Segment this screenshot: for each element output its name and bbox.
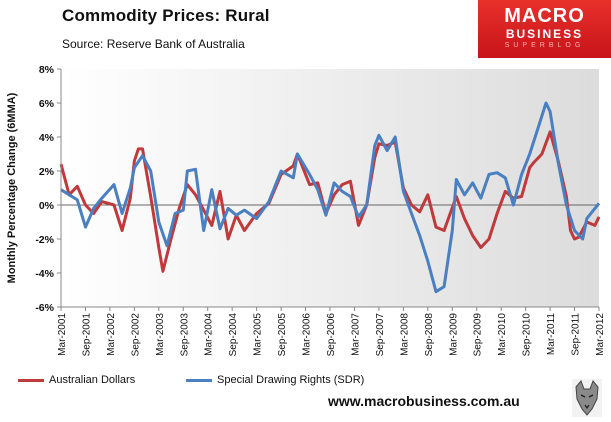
legend-item-aud: Australian Dollars (18, 374, 135, 386)
logo-line-2: BUSINESS (505, 27, 584, 41)
x-tick-label: Sep-2005 (277, 313, 288, 357)
chart-canvas: -6% -4% -2% 0% 2% 4% 6% 8% Mar-2001 Sep-2001 Mar-… (35, 64, 606, 357)
x-tick-label: Sep-2003 (179, 313, 190, 357)
series-line-aud (59, 130, 601, 273)
x-tick-label: Mar-2004 (204, 313, 215, 356)
x-tick-label: Mar-2008 (399, 313, 410, 356)
y-tick-label: 4% (39, 132, 55, 144)
x-tick-label: Mar-2012 (595, 313, 606, 356)
y-tick-label: 0% (39, 200, 55, 212)
x-tick-label: Mar-2005 (253, 313, 264, 356)
y-tick-label: -6% (35, 302, 54, 314)
x-tick-label: Sep-2006 (326, 313, 337, 357)
macrobusiness-logo[interactable]: MACRO BUSINESS SUPERBLOG (478, 0, 611, 58)
legend-swatch-sdr (186, 378, 212, 382)
x-tick-label: Sep-2002 (130, 313, 141, 357)
legend-label-aud: Australian Dollars (49, 374, 136, 386)
x-tick-label: Mar-2007 (350, 313, 361, 356)
x-tick-label: Mar-2006 (302, 313, 313, 356)
y-tick-label: 6% (39, 98, 55, 110)
x-tick-label: Sep-2004 (228, 313, 239, 357)
x-tick-label: Mar-2010 (497, 313, 508, 356)
y-tick-label: 2% (39, 166, 55, 178)
footer-url[interactable]: www.macrobusiness.com.au (328, 393, 520, 409)
x-tick-label: Sep-2007 (375, 313, 386, 357)
x-tick-label: Sep-2001 (81, 313, 92, 357)
y-tick-label: 8% (39, 64, 55, 76)
y-tick-label: -2% (35, 234, 54, 246)
x-tick-label: Mar-2002 (106, 313, 117, 356)
x-tick-label: Mar-2009 (448, 313, 459, 356)
x-tick-label: Sep-2011 (571, 313, 582, 356)
legend-swatch-aud (18, 378, 44, 382)
x-tick-label: Sep-2008 (424, 313, 435, 357)
x-tick-label: Mar-2003 (155, 313, 166, 356)
logo-line-3: SUPERBLOG (504, 42, 585, 49)
logo-line-1: MACRO (504, 5, 585, 27)
x-tick-label: Mar-2011 (546, 313, 557, 355)
x-tick-label: Sep-2009 (473, 313, 484, 357)
series-line-sdr (60, 101, 601, 294)
y-tick-label: -4% (35, 268, 54, 280)
wolf-icon (572, 379, 602, 417)
chart-title: Commodity Prices: Rural (62, 6, 270, 25)
chart-source: Source: Reserve Bank of Australia (62, 37, 245, 51)
x-tick-label: Sep-2010 (522, 313, 533, 357)
x-tick-label: Mar-2001 (57, 313, 68, 356)
legend-item-sdr: Special Drawing Rights (SDR) (186, 374, 364, 386)
legend-label-sdr: Special Drawing Rights (SDR) (217, 374, 365, 386)
